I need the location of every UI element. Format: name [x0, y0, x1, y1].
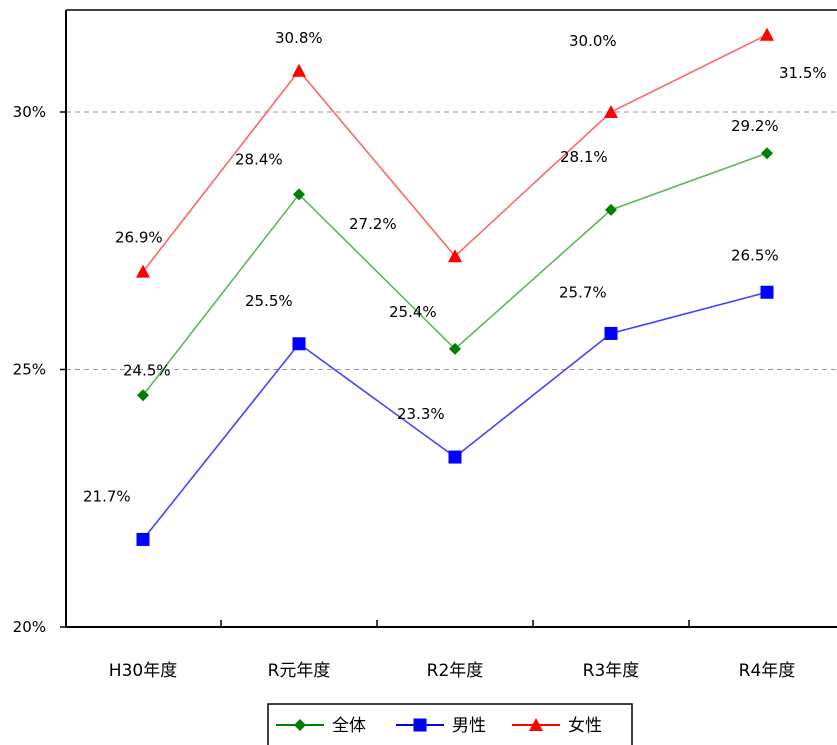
- legend-swatch-marker: [294, 719, 306, 731]
- data-label: 26.9%: [115, 229, 163, 247]
- data-label: 24.5%: [123, 361, 171, 379]
- data-label: 25.5%: [245, 292, 293, 310]
- data-point-marker: [448, 249, 462, 263]
- data-point-marker: [604, 105, 618, 118]
- series-line-1: [142, 291, 768, 540]
- data-point-marker: [137, 389, 149, 402]
- data-label: 26.5%: [731, 246, 779, 264]
- data-label: 23.3%: [397, 405, 445, 423]
- data-label: 30.8%: [275, 29, 323, 47]
- data-point-marker: [760, 27, 774, 41]
- data-labels: 24.5% 28.4% 25.4% 28.1% 29.2% 21.7% 25.5% 23.3%…: [83, 29, 827, 506]
- data-label: 31.5%: [779, 64, 827, 82]
- legend-swatch-marker: [413, 718, 427, 732]
- data-label: 29.2%: [731, 117, 779, 135]
- data-label: 28.4%: [235, 150, 283, 168]
- x-tick-label: R4年度: [739, 661, 796, 681]
- x-tick-label: R3年度: [583, 661, 640, 681]
- legend-label: 男性: [452, 716, 486, 736]
- legend-label: 全体: [332, 716, 366, 736]
- y-tick-label: 25%: [13, 361, 46, 379]
- data-label: 21.7%: [83, 487, 131, 505]
- data-point-marker: [136, 532, 150, 546]
- data-point-marker: [604, 326, 618, 340]
- data-point-marker: [136, 264, 150, 278]
- series-lines: [136, 27, 774, 546]
- x-tick-label: R元年度: [268, 661, 331, 681]
- y-tick-label: 20%: [13, 618, 46, 636]
- data-point-marker: [293, 188, 305, 201]
- legend: 全体 男性 女性: [267, 703, 633, 745]
- x-tick-label: R2年度: [427, 661, 484, 681]
- y-tick-label: 30%: [13, 103, 46, 121]
- data-point-marker: [760, 285, 774, 299]
- data-label: 27.2%: [349, 215, 397, 233]
- data-label: 30.0%: [569, 32, 617, 50]
- data-label: 25.4%: [389, 303, 437, 321]
- data-point-marker: [605, 203, 617, 216]
- data-label: 28.1%: [560, 148, 608, 166]
- data-label: 25.7%: [559, 283, 607, 301]
- x-tick-label: H30年度: [109, 661, 177, 681]
- data-point-marker: [449, 342, 461, 355]
- legend-label: 女性: [568, 716, 602, 736]
- data-point-marker: [448, 450, 462, 464]
- series-line-0: [142, 152, 768, 396]
- data-point-marker: [292, 63, 306, 77]
- legend-box: [267, 703, 633, 745]
- axes: 20% 25% 30% H30年度 R元年度 R2年度 R3年度 R4年度: [13, 9, 837, 681]
- data-point-marker: [761, 147, 773, 160]
- data-point-marker: [292, 337, 306, 351]
- legend-swatch-marker: [529, 718, 543, 731]
- gridlines: [66, 111, 837, 370]
